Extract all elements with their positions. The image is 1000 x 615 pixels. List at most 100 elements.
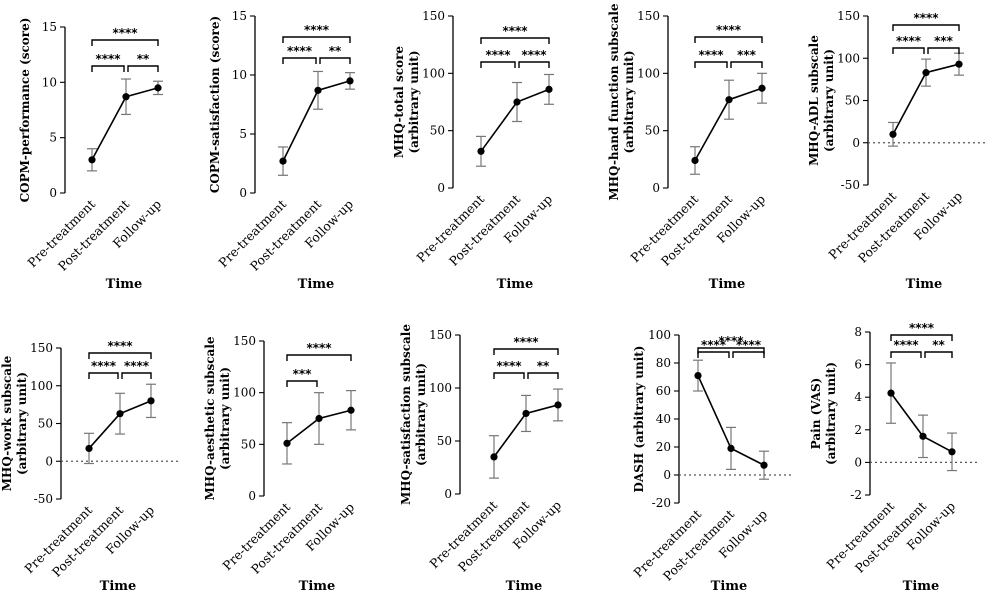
y-tick-label: 0 — [49, 186, 57, 200]
x-axis-title: Time — [298, 277, 335, 292]
data-point — [522, 409, 530, 418]
x-axis-title: Time — [100, 579, 137, 594]
data-point — [154, 84, 162, 92]
data-point — [116, 410, 124, 418]
data-point — [919, 432, 927, 440]
y-axis-title: (arbitrary unit) — [15, 372, 29, 475]
y-tick-label: 50 — [430, 124, 445, 138]
y-tick-label: 15 — [42, 20, 57, 34]
y-tick-label: 100 — [837, 51, 860, 65]
data-point — [554, 401, 562, 409]
data-point — [758, 84, 766, 92]
significance-bracket — [694, 61, 728, 68]
y-tick-label: 40 — [656, 412, 671, 426]
significance-label: **** — [893, 338, 919, 352]
significance-bracket — [286, 380, 318, 387]
significance-label: **** — [736, 338, 762, 352]
significance-bracket — [892, 24, 960, 31]
data-point — [283, 439, 291, 447]
x-axis-title: Time — [106, 277, 143, 292]
significance-label: **** — [496, 359, 522, 373]
significance-label: **** — [698, 48, 724, 62]
y-tick-label: 2 — [854, 423, 862, 437]
y-tick-label: 20 — [656, 440, 671, 454]
x-axis-title: Time — [506, 579, 543, 594]
y-tick-label: 0 — [239, 186, 247, 200]
y-tick-label: 60 — [656, 384, 671, 398]
y-tick-label: 6 — [854, 358, 862, 372]
significance-bracket — [91, 65, 125, 72]
significance-bracket — [88, 372, 119, 379]
y-tick-label: 100 — [422, 66, 445, 80]
chart-panel-9: -20020406080100Pre-treatmentPost-treatme… — [630, 328, 792, 594]
significance-label: **** — [896, 34, 922, 48]
y-tick-label: -2 — [850, 488, 862, 502]
y-axis-title: MHQ-hand function subscale — [607, 3, 621, 200]
y-tick-label: 0 — [444, 487, 452, 501]
y-tick-label: 150 — [429, 328, 452, 342]
significance-bracket — [730, 61, 763, 68]
y-tick-label: 100 — [648, 328, 671, 342]
y-tick-label: 0 — [663, 468, 671, 482]
significance-bracket — [91, 39, 159, 46]
significance-bracket — [480, 37, 550, 44]
data-point — [889, 130, 897, 138]
y-axis-title: COPM-performance (score) — [18, 18, 32, 203]
significance-label: *** — [737, 48, 757, 62]
data-point — [279, 157, 287, 165]
y-tick-label: 0 — [45, 454, 53, 468]
y-axis-title: (arbitrary unit) — [218, 367, 232, 470]
data-point — [922, 69, 930, 77]
x-axis-title: Time — [299, 579, 336, 594]
data-point — [545, 85, 553, 93]
y-axis-title: (arbitrary unit) — [622, 50, 636, 153]
significance-bracket — [319, 57, 351, 64]
significance-bracket — [282, 57, 317, 64]
significance-bracket — [286, 354, 352, 361]
significance-label: **** — [287, 44, 313, 58]
significance-label: **** — [521, 48, 547, 62]
significance-label: ** — [137, 52, 150, 66]
significance-label: **** — [909, 321, 935, 335]
significance-label: *** — [934, 34, 954, 48]
chart-panel-8: 050100150Pre-treatmentPost-treatmentFoll… — [399, 324, 564, 594]
y-tick-label: 150 — [637, 9, 660, 23]
x-axis-title: Time — [711, 579, 748, 594]
y-tick-label: 100 — [429, 381, 452, 395]
significance-bracket — [527, 372, 559, 379]
data-point — [315, 414, 323, 423]
data-point — [477, 147, 485, 155]
x-axis-title: Time — [903, 579, 940, 594]
y-tick-label: 0 — [248, 489, 256, 503]
data-point — [948, 448, 956, 456]
x-axis-title: Time — [497, 277, 534, 292]
significance-label: **** — [304, 23, 330, 37]
significance-bracket — [518, 61, 550, 68]
significance-bracket — [697, 347, 765, 354]
y-axis-title: COPM-satisfaction (score) — [208, 16, 222, 193]
significance-bracket — [480, 61, 516, 68]
y-tick-label: 80 — [656, 356, 671, 370]
chart-panel-1: 051015Pre-treatmentPost-treatmentFollow-… — [18, 18, 164, 292]
series-line — [480, 88, 550, 152]
significance-bracket — [732, 351, 765, 358]
data-point — [725, 96, 733, 104]
y-tick-label: 5 — [239, 127, 247, 141]
y-tick-label: 50 — [241, 437, 256, 451]
y-tick-label: 100 — [637, 66, 660, 80]
y-tick-label: 50 — [645, 124, 660, 138]
y-tick-label: -20 — [652, 496, 671, 510]
y-tick-label: 50 — [437, 434, 452, 448]
chart-panel-4: 050100150Pre-treatmentPost-treatmentFoll… — [607, 3, 768, 292]
chart-panel-2: 051015Pre-treatmentPost-treatmentFollow-… — [208, 9, 356, 292]
significance-bracket — [924, 351, 953, 358]
y-axis-title: (arbitrary unit) — [407, 50, 421, 153]
y-tick-label: 0 — [437, 181, 445, 195]
data-point — [85, 444, 93, 453]
y-tick-label: 150 — [233, 334, 256, 348]
significance-label: *** — [293, 367, 313, 381]
y-axis-title: MHQ-total score — [392, 46, 406, 158]
chart-panel-5: -50050100150Pre-treatmentPost-treatmentF… — [807, 9, 987, 292]
y-axis-title: (arbitrary unit) — [822, 49, 836, 152]
significance-label: ** — [329, 44, 342, 58]
